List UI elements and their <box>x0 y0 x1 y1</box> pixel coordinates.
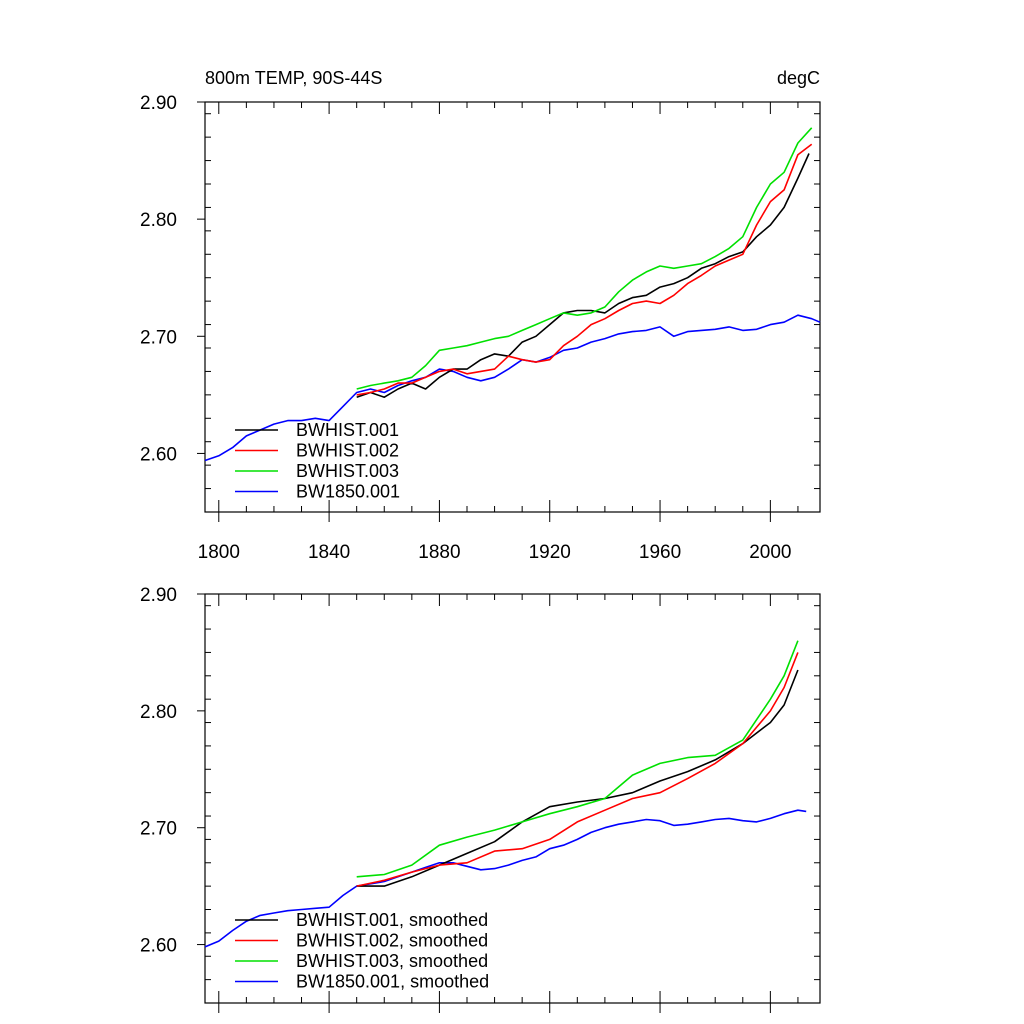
y-tick-label: 2.60 <box>140 444 177 465</box>
legend-label: BW1850.001, smoothed <box>296 972 489 992</box>
y-tick-label: 2.90 <box>140 93 177 114</box>
series-line-bw1850-001 <box>204 314 821 462</box>
legend-label: BWHIST.001 <box>296 420 399 440</box>
x-tick-label: 2000 <box>749 542 791 563</box>
series-line-bwhist-001 <box>356 669 799 887</box>
panel-1-title: 800m TEMP, 90S-44S <box>205 68 382 88</box>
legend-label: BW1850.001 <box>296 482 400 502</box>
series-line-bw1850-001 <box>204 809 807 948</box>
x-tick-label: 1880 <box>418 542 460 563</box>
series-line-bwhist-002 <box>356 143 813 396</box>
x-tick-label: 1920 <box>529 542 571 563</box>
y-tick-label: 2.60 <box>140 936 177 957</box>
x-tick-label: 1960 <box>639 542 681 563</box>
x-tick-label: 1840 <box>308 542 350 563</box>
legend-label: BWHIST.002, smoothed <box>296 931 488 951</box>
legend-label: BWHIST.001, smoothed <box>296 910 488 930</box>
panel-1-chart: 2.60 2.70 2.80 2.90 1800 1840 1880 1920 1960 2000… <box>140 93 821 563</box>
series-line-bwhist-002 <box>356 652 799 887</box>
y-tick-label: 2.70 <box>140 327 177 348</box>
series-line-bwhist-003 <box>356 127 813 390</box>
y-tick-label: 2.70 <box>140 819 177 840</box>
series-line-bwhist-003 <box>356 640 799 878</box>
legend-label: BWHIST.002 <box>296 441 399 461</box>
x-tick-label: 1800 <box>198 542 240 563</box>
y-tick-label: 2.80 <box>140 210 177 231</box>
plot-frame <box>204 593 821 1004</box>
plot-frame <box>204 101 821 513</box>
y-tick-label: 2.90 <box>140 585 177 606</box>
y-tick-label: 2.80 <box>140 702 177 723</box>
panel-1-units: degC <box>777 68 820 88</box>
legend-label: BWHIST.003 <box>296 461 399 481</box>
series-line-bwhist-001 <box>356 153 810 399</box>
legend-label: BWHIST.003, smoothed <box>296 951 488 971</box>
